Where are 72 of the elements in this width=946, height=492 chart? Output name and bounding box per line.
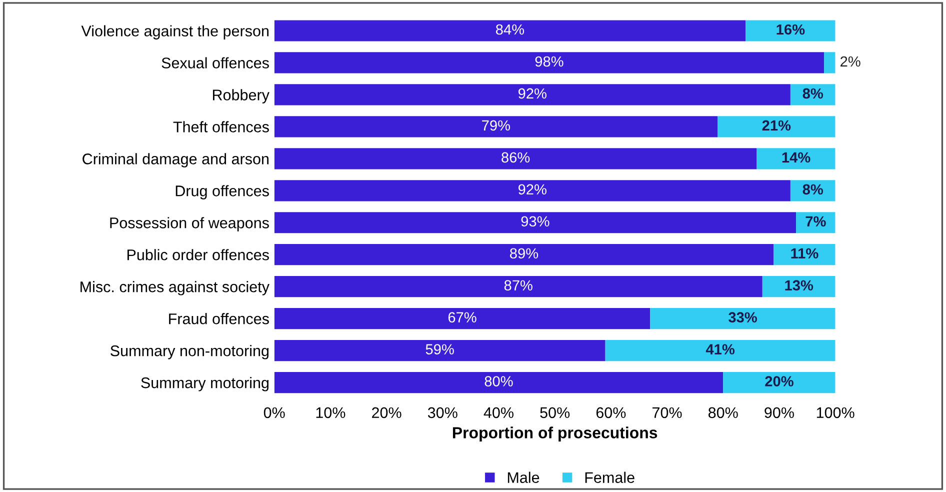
- y-tick-label: Fraud offences: [169, 313, 269, 324]
- data-label: 89%: [510, 248, 538, 259]
- bar: [718, 116, 836, 138]
- bar: [762, 276, 836, 298]
- bar: [824, 52, 836, 74]
- bar: [274, 84, 790, 106]
- x-tick-label: 100%: [816, 407, 854, 418]
- x-tick-label: 50%: [540, 407, 570, 418]
- data-label: 67%: [448, 312, 476, 322]
- y-tick-label: Sexual offences: [162, 57, 269, 68]
- data-label: 8%: [802, 184, 824, 195]
- data-label: 7%: [806, 216, 826, 227]
- bar: [774, 244, 836, 266]
- y-tick-label: Summary non-motoring: [110, 345, 269, 360]
- bar: [756, 148, 836, 170]
- x-tick-label: 70%: [652, 407, 682, 418]
- legend-label: Male: [508, 472, 540, 483]
- bar: [274, 212, 796, 234]
- x-tick-label: 90%: [764, 407, 794, 418]
- y-tick-label: Public order offences: [127, 249, 269, 260]
- bar: [605, 340, 836, 362]
- y-tick-label: Summary motoring: [141, 376, 269, 392]
- x-tick-label: 20%: [372, 407, 402, 418]
- y-tick-label: Misc. crimes against society: [80, 281, 270, 296]
- x-tick-label: 60%: [596, 407, 626, 418]
- data-label: 41%: [706, 344, 735, 354]
- bar: [746, 20, 836, 42]
- data-label: 59%: [426, 344, 454, 354]
- bar: [274, 20, 746, 42]
- bar: [274, 308, 650, 330]
- x-tick-label: 30%: [428, 407, 458, 418]
- data-label: 2%: [840, 56, 860, 67]
- data-label: 8%: [802, 88, 824, 99]
- bar: [274, 52, 824, 74]
- data-label: 79%: [482, 120, 510, 131]
- bar: [274, 340, 606, 362]
- bar: [650, 308, 836, 330]
- y-tick-label: Possession of weapons: [110, 217, 269, 232]
- data-label: 92%: [518, 88, 546, 99]
- data-label: 93%: [521, 216, 550, 227]
- x-tick-label: 80%: [708, 407, 738, 418]
- data-label: 33%: [728, 312, 757, 323]
- y-tick-label: Robbery: [212, 89, 270, 104]
- bar: [274, 116, 718, 138]
- x-axis-title: Proportion of prosecutions: [452, 426, 658, 442]
- data-label: 92%: [518, 184, 546, 195]
- data-label: 21%: [762, 120, 791, 131]
- data-label: 20%: [765, 376, 794, 386]
- legend-label: Female: [585, 472, 634, 483]
- y-tick-label: Theft offences: [173, 121, 269, 132]
- y-tick-label: Criminal damage and arson: [82, 153, 268, 168]
- x-tick-label: 0%: [264, 407, 285, 418]
- data-label: 87%: [504, 280, 532, 291]
- bar: [274, 276, 762, 298]
- data-label: 98%: [535, 56, 564, 67]
- bar: [274, 148, 757, 170]
- y-tick-label: Drug offences: [176, 185, 269, 200]
- bar: [274, 244, 774, 266]
- bar: [274, 180, 790, 202]
- x-tick-label: 40%: [484, 407, 514, 418]
- data-label: 14%: [782, 152, 810, 163]
- data-label: 80%: [484, 376, 513, 386]
- data-label: 84%: [496, 24, 524, 35]
- data-label: 11%: [791, 248, 818, 258]
- y-tick-label: Violence against the person: [81, 25, 268, 40]
- data-label: 86%: [502, 152, 530, 163]
- data-label: 13%: [785, 280, 814, 291]
- bar: [790, 84, 836, 106]
- bar: [274, 372, 724, 394]
- x-tick-label: 10%: [316, 407, 346, 418]
- bar: [723, 372, 836, 394]
- data-label: 16%: [776, 24, 805, 35]
